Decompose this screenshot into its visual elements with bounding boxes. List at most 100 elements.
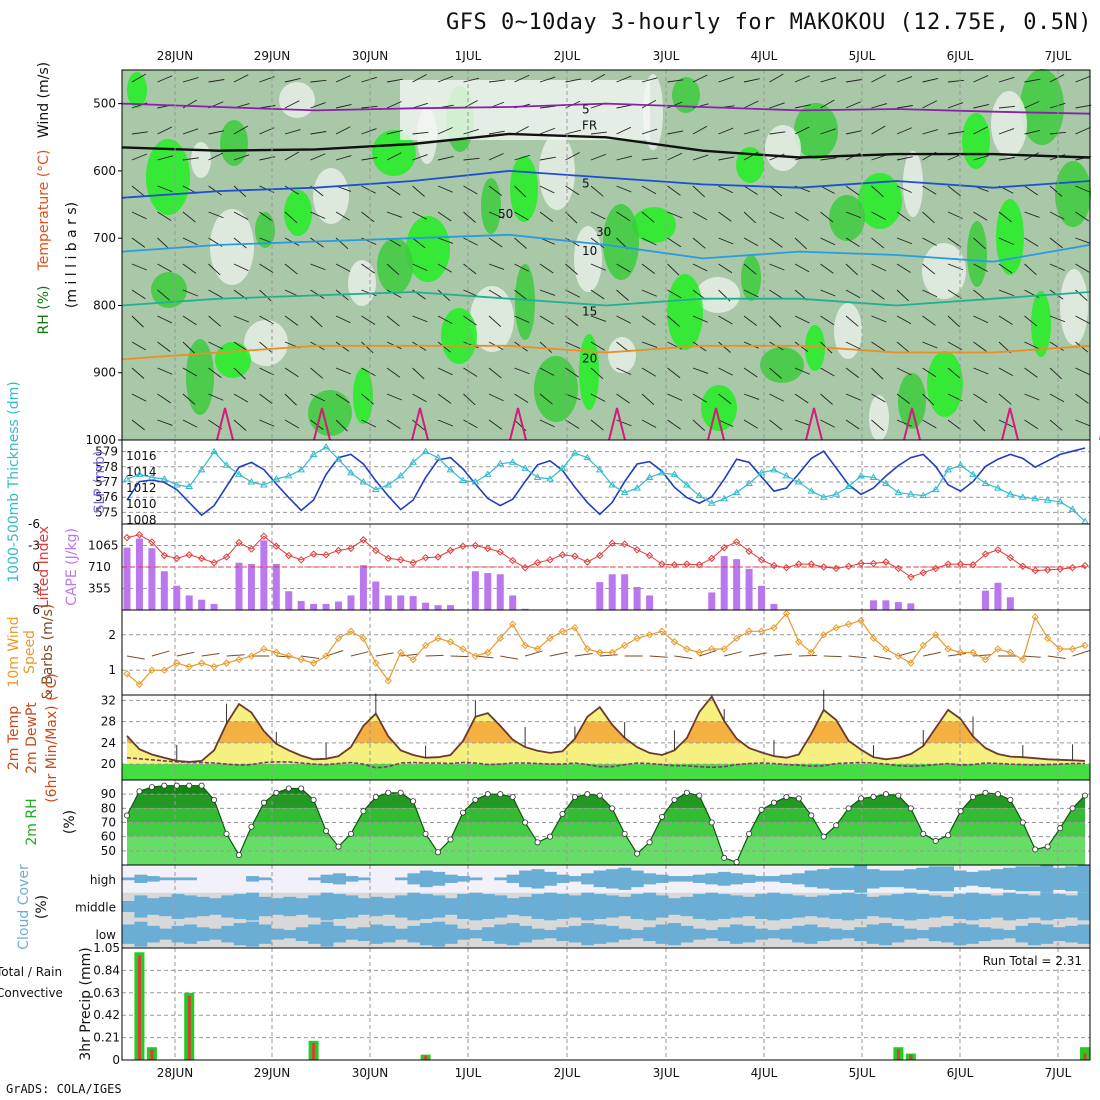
cloud-cell-high xyxy=(953,870,967,888)
cloud-cell-high xyxy=(519,870,533,888)
wind-barb xyxy=(539,289,556,296)
cloud-cell-low xyxy=(357,927,371,942)
wind-barb xyxy=(157,126,173,135)
cloud-cell-middle xyxy=(233,894,247,919)
li-point xyxy=(770,561,778,570)
wind-speed-point xyxy=(807,648,815,657)
wind-speed-point xyxy=(484,648,492,657)
wind-barb xyxy=(565,289,580,298)
thickness-point xyxy=(147,473,156,480)
wind-barb xyxy=(539,156,556,161)
thickness-point xyxy=(483,470,492,477)
wind-barb xyxy=(998,105,1015,109)
wind-barb xyxy=(1024,341,1040,350)
cloud-cell-middle xyxy=(432,895,446,918)
cloud-cell-low xyxy=(171,925,185,943)
thickness-point xyxy=(745,479,753,487)
wind-barb xyxy=(769,289,784,300)
rh-point xyxy=(920,830,927,837)
wind-barb xyxy=(157,237,170,250)
wind-barb xyxy=(947,315,961,328)
wind-barb xyxy=(871,393,886,403)
cloud-cell-low xyxy=(1040,924,1054,944)
rh-tick-label: 80 xyxy=(101,801,116,815)
precip-tick-label: 0.42 xyxy=(93,1008,120,1022)
wind-barb xyxy=(488,367,502,379)
wind-barb xyxy=(539,76,556,83)
slp-tick-label: 1010 xyxy=(126,497,157,511)
wind-speed-point xyxy=(596,648,604,657)
wind-speed-point xyxy=(795,638,803,646)
wind-barb xyxy=(284,77,301,83)
cloud-cell-low xyxy=(184,924,197,944)
wind-barb xyxy=(973,155,990,161)
rh-cell xyxy=(794,103,838,159)
wind-barb xyxy=(922,77,939,83)
wind-barb xyxy=(514,237,527,249)
thickness-point xyxy=(782,471,791,479)
wind-barb xyxy=(361,341,374,354)
wind-barb xyxy=(412,74,427,83)
rh-cell xyxy=(481,178,501,234)
wind-barb xyxy=(616,367,632,375)
wind-barb xyxy=(590,237,605,248)
rh-cell xyxy=(858,173,902,229)
y-axis-label-wind: Wind (m/s) xyxy=(36,62,52,138)
thickness-point xyxy=(869,473,878,480)
cloud-cell-middle xyxy=(581,892,595,921)
wind-barb xyxy=(667,237,682,248)
wind-barb xyxy=(998,263,1013,274)
cape-bar xyxy=(907,603,915,610)
cloud-cell-low xyxy=(196,927,210,942)
y-axis-label-wind10m: 10m Wind xyxy=(6,616,22,687)
wind-barb xyxy=(284,185,299,195)
y-tick-label: 1000 xyxy=(85,433,116,447)
wind-speed-point xyxy=(496,634,504,643)
wind-barb xyxy=(641,99,657,109)
thickness-point xyxy=(197,465,206,473)
cape-bar xyxy=(720,556,728,610)
wind-barb xyxy=(386,419,401,430)
thickness-point xyxy=(434,453,442,461)
cape-bar xyxy=(981,590,989,610)
wind-barb xyxy=(437,367,453,376)
cloud-cell-high xyxy=(171,877,185,881)
cloud-row-label: middle xyxy=(75,901,116,915)
wind-barb xyxy=(437,289,451,302)
wind-barb-10m xyxy=(1047,655,1066,660)
cloud-cell-middle xyxy=(668,898,681,915)
wind-barb xyxy=(845,237,860,247)
wind-barb xyxy=(896,127,912,135)
cloud-cell-low xyxy=(680,925,694,943)
wind-barb xyxy=(208,289,223,299)
wind-speed-point xyxy=(658,627,666,635)
wind-barb xyxy=(284,315,299,326)
wind-barb xyxy=(973,367,989,375)
wind-barb xyxy=(820,185,835,194)
wind-barb xyxy=(1049,341,1064,351)
wind-speed-point xyxy=(185,662,193,671)
wind-barb xyxy=(973,263,988,272)
precip-tick-label: 0.21 xyxy=(93,1031,120,1045)
rh-cell xyxy=(667,274,703,350)
wind-barb xyxy=(845,79,862,83)
wind-barb xyxy=(947,341,963,351)
thickness-point xyxy=(235,470,243,477)
wind-barb xyxy=(131,73,147,83)
cloud-cell-middle xyxy=(556,894,570,919)
wind-barb xyxy=(131,419,145,431)
wind-barb xyxy=(208,393,224,401)
wind-barb xyxy=(157,211,172,221)
li-point xyxy=(235,538,243,547)
y-tick-label: 700 xyxy=(93,231,116,245)
isotherm-label: 5 xyxy=(582,103,590,117)
wind-barb xyxy=(233,154,250,161)
cape-tick-label: 710 xyxy=(88,560,111,574)
x-tick-label-bottom: 6JUL xyxy=(947,1066,974,1080)
wind-barb xyxy=(182,393,196,405)
wind-barb xyxy=(820,315,835,326)
wind-barb xyxy=(259,315,274,325)
thickness-point xyxy=(882,479,890,487)
thickness-point xyxy=(1043,496,1052,503)
li-point xyxy=(359,536,368,544)
